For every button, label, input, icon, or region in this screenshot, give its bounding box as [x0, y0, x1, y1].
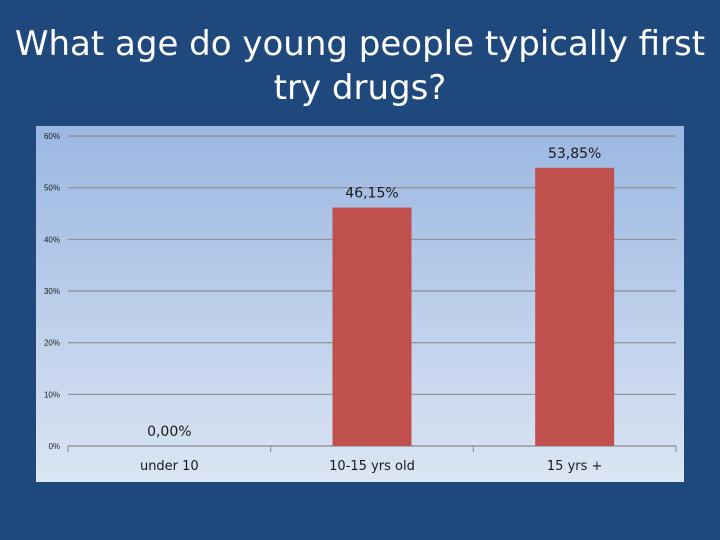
- y-tick-label: 10%: [44, 390, 60, 399]
- y-tick-label: 20%: [44, 339, 60, 348]
- y-tick-label: 40%: [44, 235, 60, 244]
- data-label: 46,15%: [345, 186, 398, 202]
- x-tick-label: under 10: [140, 459, 199, 474]
- bars: [332, 167, 615, 446]
- y-tick-label: 30%: [44, 287, 60, 296]
- y-tick-label: 50%: [44, 184, 60, 193]
- y-tick-label: 60%: [44, 132, 60, 141]
- bar: [332, 207, 412, 446]
- data-label: 53,85%: [548, 146, 601, 162]
- bar: [535, 167, 615, 446]
- x-tick-label: 10-15 yrs old: [329, 459, 415, 474]
- slide-title: What age do young people typically first…: [14, 24, 706, 108]
- chart-svg: 0% 10% 20% 30% 40% 50% 60% under 10 0,00% 10-15 y…: [36, 126, 684, 482]
- bar-chart: 0% 10% 20% 30% 40% 50% 60% under 10 0,00% 10-15 y…: [36, 126, 684, 482]
- data-label: 0,00%: [147, 424, 191, 440]
- x-tick-label: 15 yrs +: [547, 459, 603, 474]
- y-tick-label: 0%: [48, 442, 60, 451]
- labels: 0% 10% 20% 30% 40% 50% 60% under 10 0,00% 10-15 y…: [44, 132, 602, 474]
